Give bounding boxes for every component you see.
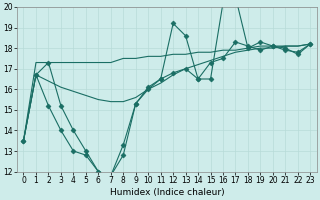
X-axis label: Humidex (Indice chaleur): Humidex (Indice chaleur) xyxy=(109,188,224,197)
